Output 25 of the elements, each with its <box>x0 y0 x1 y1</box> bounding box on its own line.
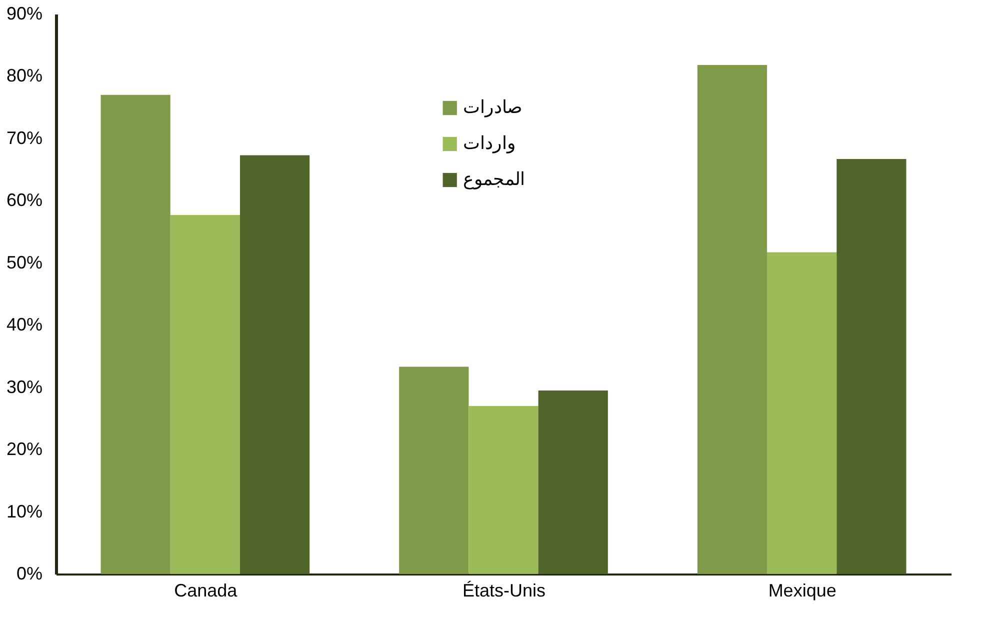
y-tick-label: 40% <box>6 314 42 335</box>
bar <box>697 65 768 574</box>
bar <box>399 366 469 574</box>
y-tick-label: 50% <box>6 252 42 272</box>
bar <box>836 158 906 574</box>
y-tick-label: 20% <box>6 439 42 460</box>
x-tick-label: Mexique <box>768 580 836 600</box>
legend-label: المجموع <box>462 169 525 190</box>
y-tick-label: 0% <box>16 564 42 584</box>
y-tick-label: 90% <box>6 4 42 24</box>
y-tick-label: 70% <box>6 128 42 148</box>
y-tick-label: 80% <box>6 66 42 86</box>
bar <box>100 94 170 574</box>
y-tick-label: 10% <box>6 501 42 522</box>
y-tick-label: 30% <box>6 376 42 397</box>
bar <box>170 214 240 574</box>
bar <box>767 252 837 574</box>
y-tick-label: 60% <box>6 190 42 210</box>
x-tick-label: États-Unis <box>462 580 546 600</box>
legend-label: واردات <box>462 133 516 154</box>
bar <box>538 390 608 574</box>
legend-label: صادرات <box>462 97 522 118</box>
bar <box>240 155 310 574</box>
x-tick-label: Canada <box>174 580 238 600</box>
bar <box>468 406 538 574</box>
